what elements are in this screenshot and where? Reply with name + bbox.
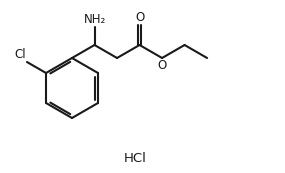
Text: NH₂: NH₂: [84, 13, 106, 26]
Text: O: O: [135, 11, 144, 24]
Text: Cl: Cl: [14, 48, 26, 61]
Text: HCl: HCl: [124, 152, 146, 165]
Text: O: O: [157, 59, 167, 72]
